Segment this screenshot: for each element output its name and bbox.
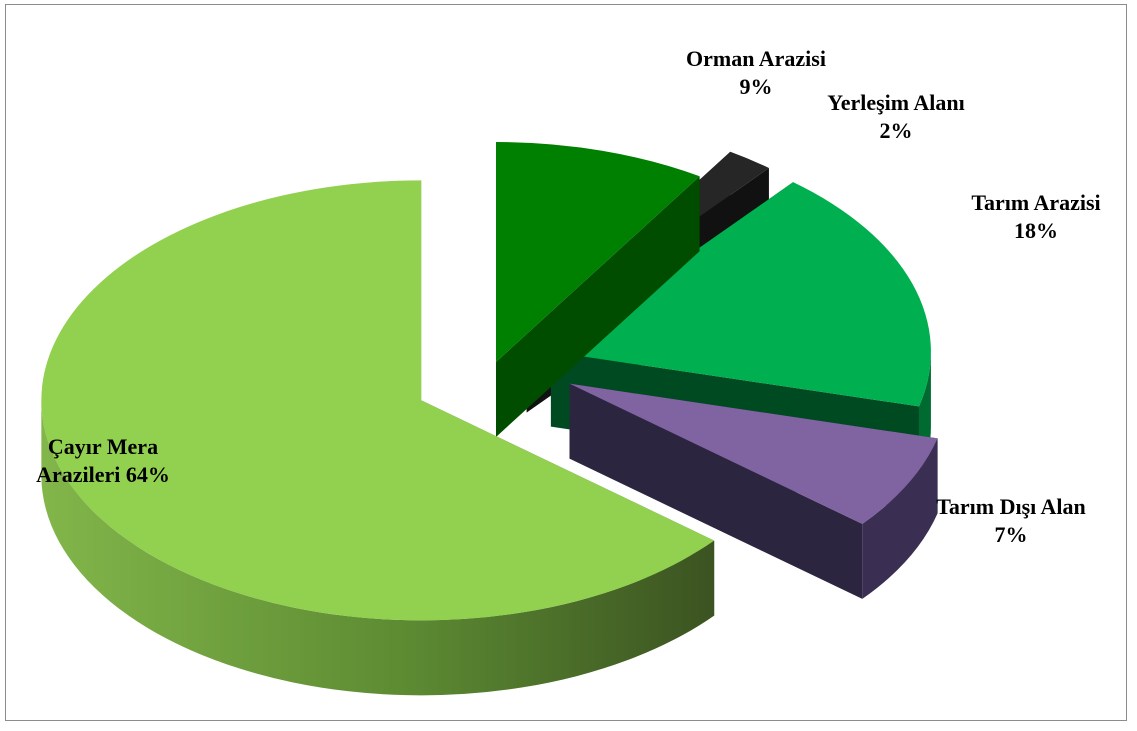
label-yerlesim-alani: Yerleşim Alanı 2% <box>827 90 965 143</box>
label-orman-arazisi: Orman Arazisi 9% <box>686 46 826 99</box>
slice-top <box>41 180 715 621</box>
slice-top <box>550 182 931 407</box>
label-cayir-mera: Çayır Mera Arazileri 64% <box>36 434 170 487</box>
slice-side <box>41 400 715 696</box>
label-tarim-disi-alan: Tarım Dışı Alan 7% <box>936 494 1086 547</box>
label-tarim-arazisi: Tarım Arazisi 18% <box>971 190 1101 243</box>
slice-top <box>569 383 938 524</box>
slice--ay-r-mera-arazileri <box>41 180 715 696</box>
slice-tar-m-d-alan <box>569 383 938 599</box>
slice-wall <box>569 383 863 599</box>
slice-orman-arazisi <box>496 142 700 437</box>
pie-chart <box>41 142 938 696</box>
slice-side <box>862 438 938 599</box>
chart-area: Çayır Mera Arazileri 64% Orman Arazisi 9… <box>5 4 1127 721</box>
slice-wall <box>496 176 700 437</box>
slice-top <box>496 142 700 362</box>
